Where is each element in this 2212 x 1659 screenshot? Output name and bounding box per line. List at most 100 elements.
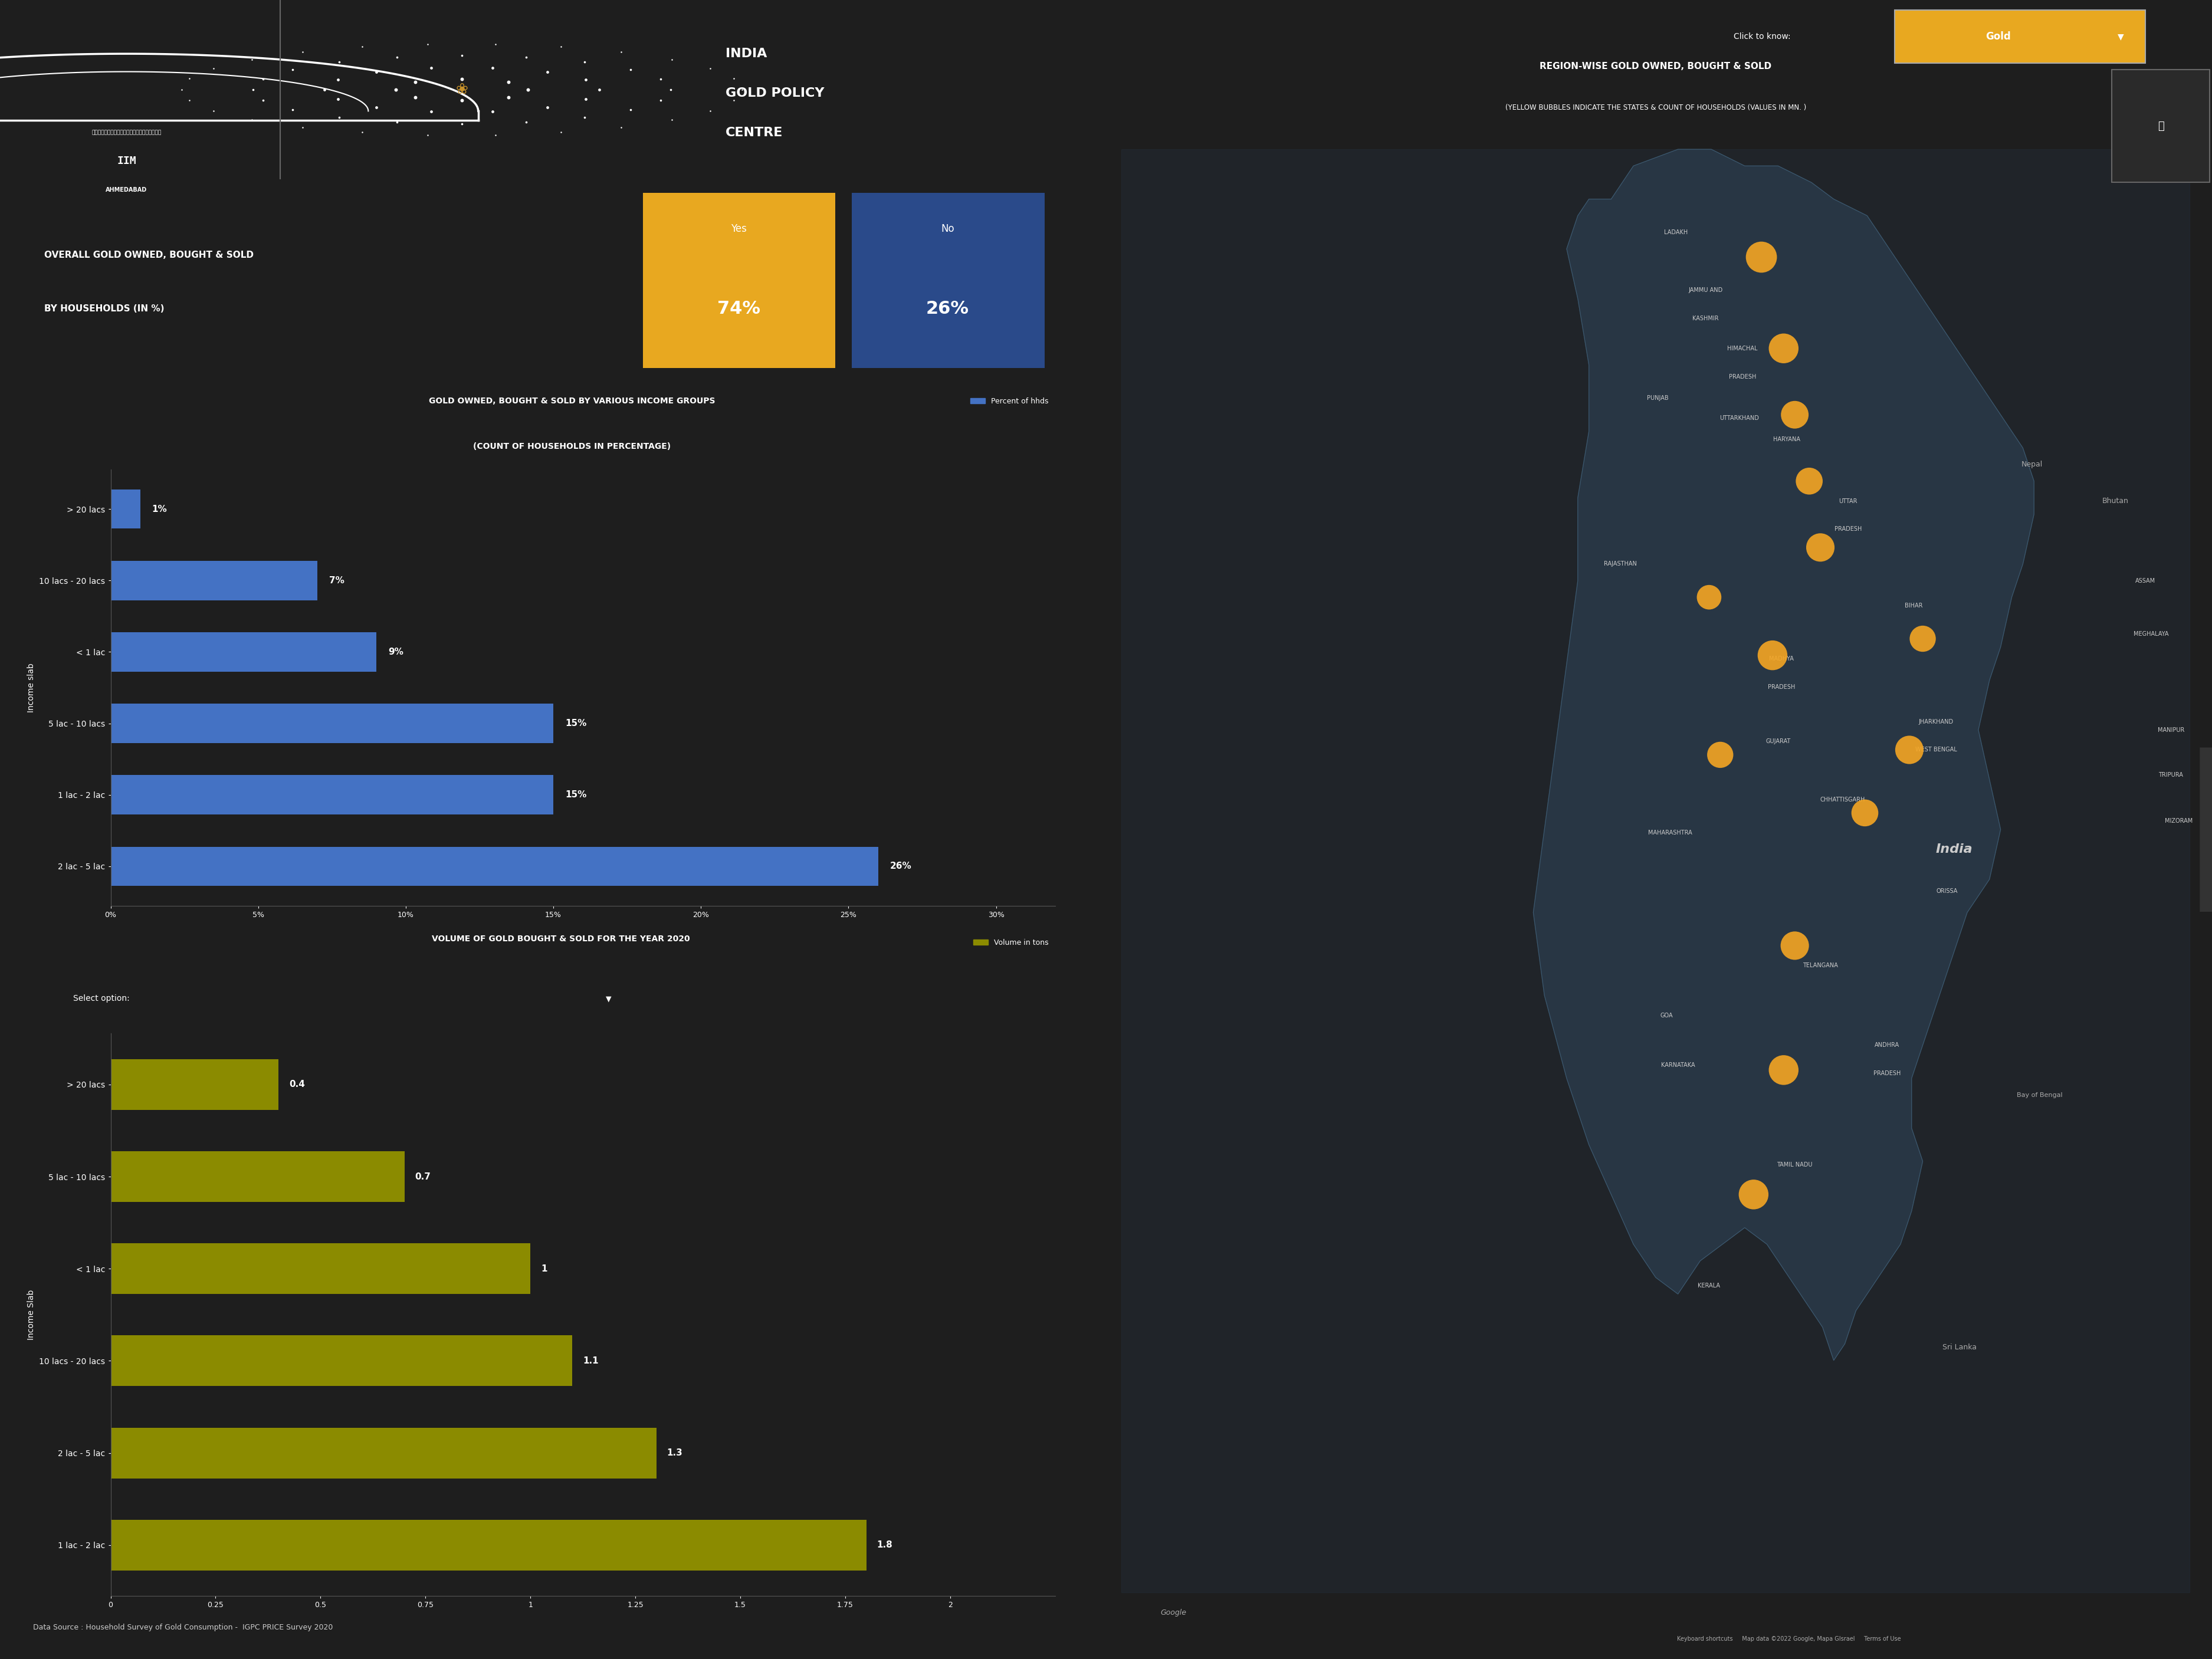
Text: Select option:: Select option: xyxy=(73,995,131,1002)
Text: No: No xyxy=(940,224,953,234)
Text: GOA: GOA xyxy=(1661,1012,1672,1019)
Text: विद्याविनियोगाद्विकासः: विद्याविनियोगाद्विकासः xyxy=(91,129,161,136)
Text: JAMMU AND: JAMMU AND xyxy=(1688,287,1723,294)
Text: TELANGANA: TELANGANA xyxy=(1803,962,1838,969)
Text: Yes: Yes xyxy=(730,224,748,234)
Text: India: India xyxy=(1936,843,1973,856)
Legend: Percent of hhds: Percent of hhds xyxy=(967,395,1051,408)
Text: (YELLOW BUBBLES INDICATE THE STATES & COUNT OF HOUSEHOLDS (VALUES IN MN. ): (YELLOW BUBBLES INDICATE THE STATES & CO… xyxy=(1504,105,1807,111)
Text: MEGHALAYA: MEGHALAYA xyxy=(2132,630,2168,637)
Text: HIMACHAL: HIMACHAL xyxy=(1728,345,1759,352)
Point xyxy=(1776,932,1812,959)
Text: 1%: 1% xyxy=(153,504,168,513)
Text: MIZORAM: MIZORAM xyxy=(2166,818,2192,825)
FancyBboxPatch shape xyxy=(852,192,1044,368)
Text: 1.3: 1.3 xyxy=(666,1448,684,1457)
Point xyxy=(1803,534,1838,561)
Text: RAJASTHAN: RAJASTHAN xyxy=(1604,561,1637,567)
Text: Data Source : Household Survey of Gold Consumption -  IGPC PRICE Survey 2020: Data Source : Household Survey of Gold C… xyxy=(33,1624,332,1631)
Text: 9%: 9% xyxy=(387,647,403,657)
Text: ▼: ▼ xyxy=(2117,33,2124,40)
Text: MAHARASHTRA: MAHARASHTRA xyxy=(1648,830,1692,836)
Text: INDIA: INDIA xyxy=(726,48,768,60)
Text: GOLD OWNED, BOUGHT & SOLD BY VARIOUS INCOME GROUPS: GOLD OWNED, BOUGHT & SOLD BY VARIOUS INC… xyxy=(429,397,714,405)
Text: Sri Lanka: Sri Lanka xyxy=(1942,1344,1978,1350)
Point xyxy=(1743,244,1778,270)
Text: PRADESH: PRADESH xyxy=(1767,684,1796,690)
Bar xyxy=(111,1058,279,1110)
Point xyxy=(1776,401,1812,428)
Text: MANIPUR: MANIPUR xyxy=(2157,727,2183,733)
Text: WEST BENGAL: WEST BENGAL xyxy=(1916,747,1958,753)
Bar xyxy=(111,1151,405,1201)
Text: 15%: 15% xyxy=(564,718,586,728)
Bar xyxy=(111,1335,573,1387)
Text: MADHYA: MADHYA xyxy=(1770,655,1794,662)
Text: PRADESH: PRADESH xyxy=(1874,1070,1900,1077)
Text: 0.4: 0.4 xyxy=(290,1080,305,1088)
Text: Google: Google xyxy=(1161,1609,1186,1616)
Text: 1.8: 1.8 xyxy=(876,1541,891,1550)
Text: KERALA: KERALA xyxy=(1699,1282,1721,1289)
Text: TRIPURA: TRIPURA xyxy=(2159,771,2183,778)
Bar xyxy=(111,703,553,743)
Text: CENTRE: CENTRE xyxy=(726,126,783,138)
FancyBboxPatch shape xyxy=(644,192,836,368)
Polygon shape xyxy=(1533,149,2035,1360)
Text: ▼: ▼ xyxy=(606,995,611,1002)
Bar xyxy=(111,489,139,529)
Text: AHMEDABAD: AHMEDABAD xyxy=(106,187,148,192)
Polygon shape xyxy=(1121,149,2190,1593)
Point xyxy=(1891,737,1927,763)
Text: ORISSA: ORISSA xyxy=(1936,888,1958,894)
Bar xyxy=(111,846,878,886)
Text: Nepal: Nepal xyxy=(2022,461,2042,468)
Y-axis label: Income Slab: Income Slab xyxy=(27,1289,35,1340)
Text: 7%: 7% xyxy=(330,576,345,586)
Text: PUNJAB: PUNJAB xyxy=(1648,395,1668,401)
FancyBboxPatch shape xyxy=(1896,10,2146,63)
Text: JHARKHAND: JHARKHAND xyxy=(1918,718,1953,725)
Text: UTTARKHAND: UTTARKHAND xyxy=(1719,415,1759,421)
Point xyxy=(1692,584,1728,611)
Text: Gold: Gold xyxy=(1986,32,2011,41)
Bar xyxy=(111,1520,867,1571)
Point xyxy=(1765,1057,1801,1083)
Text: 1: 1 xyxy=(542,1264,546,1272)
Bar xyxy=(111,1428,657,1478)
Text: ❀: ❀ xyxy=(456,83,469,96)
Point xyxy=(1754,642,1790,669)
Text: PRADESH: PRADESH xyxy=(1834,526,1863,533)
Text: PRADESH: PRADESH xyxy=(1730,373,1756,380)
Text: GUJARAT: GUJARAT xyxy=(1765,738,1790,745)
Text: HARYANA: HARYANA xyxy=(1774,436,1801,443)
Bar xyxy=(111,775,553,815)
Text: REGION-WISE GOLD OWNED, BOUGHT & SOLD: REGION-WISE GOLD OWNED, BOUGHT & SOLD xyxy=(1540,61,1772,71)
Text: 0.7: 0.7 xyxy=(416,1173,431,1181)
Text: KARNATAKA: KARNATAKA xyxy=(1661,1062,1694,1068)
Text: UTTAR: UTTAR xyxy=(1838,498,1858,504)
Bar xyxy=(111,1243,531,1294)
Text: LADAKH: LADAKH xyxy=(1663,229,1688,236)
Text: 26%: 26% xyxy=(927,300,969,317)
Y-axis label: Income slab: Income slab xyxy=(27,664,35,712)
Text: 26%: 26% xyxy=(889,863,911,871)
Point xyxy=(1847,800,1882,826)
Point xyxy=(1765,335,1801,362)
Text: VOLUME OF GOLD BOUGHT & SOLD FOR THE YEAR 2020: VOLUME OF GOLD BOUGHT & SOLD FOR THE YEA… xyxy=(431,936,690,942)
Text: (COUNT OF HOUSEHOLDS IN PERCENTAGE): (COUNT OF HOUSEHOLDS IN PERCENTAGE) xyxy=(473,443,670,451)
FancyBboxPatch shape xyxy=(2112,70,2210,182)
Text: 74%: 74% xyxy=(717,300,761,317)
Text: CHHATTISGARH: CHHATTISGARH xyxy=(1820,796,1865,803)
Text: TAMIL NADU: TAMIL NADU xyxy=(1776,1161,1812,1168)
Text: Bay of Bengal: Bay of Bengal xyxy=(2017,1092,2062,1098)
Text: BIHAR: BIHAR xyxy=(1905,602,1922,609)
Point xyxy=(1905,625,1940,652)
Text: ASSAM: ASSAM xyxy=(2135,577,2154,584)
Text: |: | xyxy=(2179,747,2212,912)
Point xyxy=(1792,468,1827,494)
Legend: Volume in tons: Volume in tons xyxy=(971,936,1051,949)
Text: Bhutan: Bhutan xyxy=(2101,498,2128,504)
Text: ⤢: ⤢ xyxy=(2157,121,2163,131)
Text: 1.1: 1.1 xyxy=(584,1357,599,1365)
